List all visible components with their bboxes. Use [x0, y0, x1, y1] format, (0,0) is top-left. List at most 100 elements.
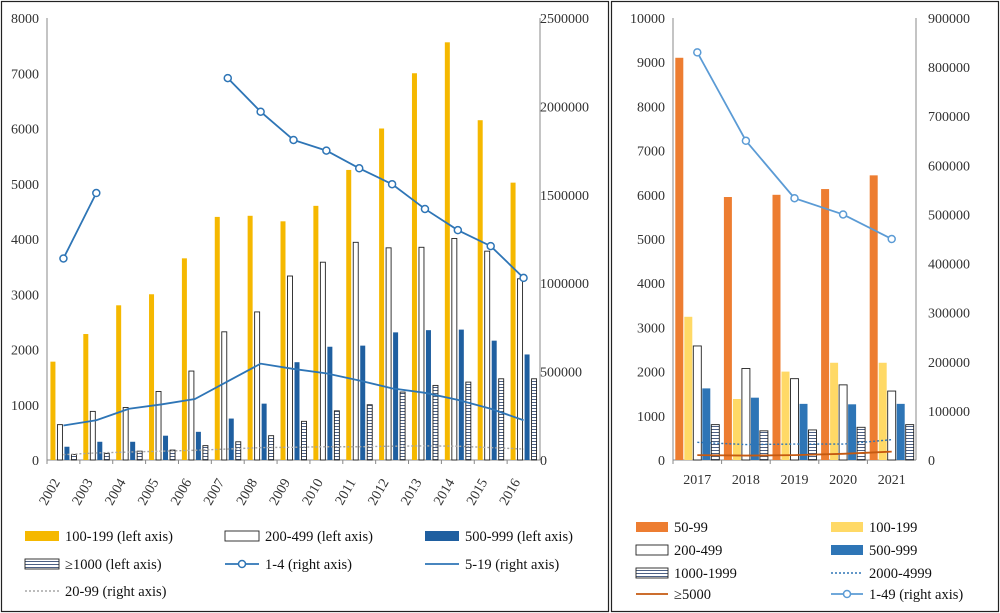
bar-500-999 — [393, 332, 399, 460]
bar-200-499 — [385, 247, 392, 461]
bar-≥1000 — [432, 384, 439, 461]
bar-100-199 — [411, 73, 417, 460]
bar-500-999 — [130, 441, 136, 460]
y-tick-label: 9000 — [637, 56, 665, 71]
bar-100-199 — [214, 216, 220, 460]
bar-≥1000 — [169, 449, 176, 461]
bar-100-199 — [116, 305, 122, 460]
bar-200-499 — [838, 384, 848, 461]
point-1-49 — [887, 234, 896, 244]
point-1-4 — [92, 188, 101, 198]
bar-200-499 — [352, 241, 359, 461]
x-tick-label: 2021 — [878, 473, 906, 488]
legend-label: ≥1000 (left axis) — [65, 557, 162, 573]
legend-label: 1-4 (right axis) — [265, 557, 352, 573]
bar-≥1000 — [136, 450, 143, 461]
y-tick-label: 10000 — [630, 12, 665, 27]
bar-200-499 — [517, 278, 524, 461]
y2-tick-label: 500000 — [540, 366, 582, 381]
legend-label: 200-499 — [674, 543, 722, 559]
point-1-49 — [790, 193, 799, 203]
y-tick-label: 4000 — [11, 233, 39, 248]
point-1-4 — [59, 254, 68, 263]
y2-tick-label: 200000 — [928, 356, 970, 371]
y-tick-label: 1000 — [637, 410, 665, 425]
y-tick-label: 3000 — [11, 288, 39, 303]
bar-500-999 — [425, 330, 431, 460]
y-tick-label: 5000 — [637, 233, 665, 248]
y2-tick-label: 2000000 — [540, 100, 589, 115]
y2-tick-label: 300000 — [928, 307, 970, 322]
left-chart: 0 1000 2000 3000 4000 5000 6000 7000 8000 0 500000… — [11, 12, 589, 600]
bar-200-499 — [484, 250, 491, 461]
legend-label: 100-199 (left axis) — [65, 529, 173, 545]
bar-≥1000 — [498, 378, 505, 461]
y2-tick-label: 0 — [928, 454, 935, 469]
bar-100-199 — [830, 362, 839, 460]
bar-50-99 — [869, 175, 878, 461]
legend-swatch — [831, 522, 863, 532]
bar-100-199 — [149, 294, 155, 460]
bar-100-199 — [510, 182, 516, 460]
bar-100-199 — [50, 361, 56, 460]
legend-label: 1000-1999 — [674, 566, 737, 582]
legend-swatch — [635, 567, 669, 579]
y-tick-label: 7000 — [637, 145, 665, 160]
bar-500-999 — [848, 404, 857, 460]
bar-200-499 — [692, 345, 702, 461]
legend-label: 100-199 — [869, 520, 917, 536]
line-5-19 — [63, 362, 524, 427]
line-2000-4999 — [697, 438, 892, 446]
point-1-4 — [420, 204, 430, 214]
bar-500-999 — [163, 435, 169, 460]
y2-tick-label: 1500000 — [540, 189, 589, 204]
bar-200-499 — [790, 378, 799, 461]
legend-label: 5-19 (right axis) — [465, 557, 559, 573]
bar-500-999 — [799, 403, 808, 460]
x-tick-label: 2020 — [829, 473, 857, 488]
point-1-4 — [223, 73, 233, 83]
bar-200-499 — [155, 391, 162, 461]
y-tick-label: 6000 — [637, 189, 665, 204]
bar-100-199 — [684, 316, 693, 460]
point-1-4 — [289, 135, 298, 145]
bar-200-499 — [319, 261, 326, 461]
point-1-4 — [354, 164, 364, 173]
bar-500-999 — [327, 346, 333, 460]
bar-500-999 — [750, 397, 759, 460]
y2-tick-label: 100000 — [928, 405, 970, 420]
legend-label: 500-999 — [869, 543, 917, 559]
legend-swatch — [425, 531, 459, 541]
bar-200-499 — [89, 410, 96, 461]
point-1-49 — [838, 210, 848, 219]
bar-500-999 — [360, 345, 366, 460]
bar-200-499 — [887, 390, 897, 461]
right-chart: 0 1000 2000 3000 4000 5000 6000 7000 8000 9000 100… — [630, 12, 970, 603]
bar-100-199 — [444, 42, 450, 461]
point-1-4 — [322, 146, 331, 155]
bar-200-499 — [451, 237, 458, 461]
y2-tick-label: 800000 — [928, 61, 970, 76]
bar-500-999 — [896, 403, 905, 460]
legend-swatch — [635, 544, 669, 556]
bar-100-199 — [781, 371, 790, 460]
bar-≥1000 — [301, 420, 307, 461]
x-tick-label: 2017 — [683, 473, 711, 488]
bar-100-199 — [379, 128, 385, 460]
line-1-4 — [227, 77, 525, 279]
legend-label: ≥5000 — [674, 587, 711, 603]
bar-500-999 — [97, 441, 103, 460]
y2-tick-label: 400000 — [928, 258, 970, 273]
legend-label: 20-99 (right axis) — [65, 584, 167, 600]
bar-1000-1999 — [856, 426, 866, 461]
legend-label: 200-499 (left axis) — [265, 529, 373, 545]
bar-≥1000 — [531, 378, 538, 461]
bar-≥1000 — [70, 454, 77, 461]
point-1-4 — [519, 273, 528, 283]
bar-≥1000 — [465, 381, 472, 461]
bar-50-99 — [675, 57, 684, 460]
bar-1000-1999 — [808, 429, 817, 461]
bar-200-499 — [254, 311, 261, 461]
legend-label: 500-999 (left axis) — [465, 529, 573, 545]
bar-200-499 — [122, 407, 129, 461]
